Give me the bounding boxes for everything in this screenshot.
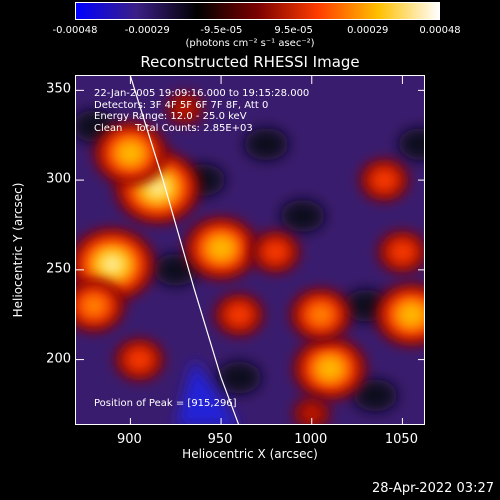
dark-region <box>398 128 424 161</box>
solar-limb-line <box>129 76 240 424</box>
x-tick-label: 1000 <box>294 432 328 447</box>
y-tick-label: 300 <box>46 171 71 187</box>
colorbar-tick-label: -0.00048 <box>52 25 98 36</box>
chart-title: Reconstructed RHESSI Image <box>140 53 360 71</box>
x-axis-label: Heliocentric X (arcsec) <box>182 447 318 461</box>
emission-blob <box>209 238 234 259</box>
peak-position-label: Position of Peak = [915,296] <box>94 398 237 409</box>
colorbar-tick-label: 0.00048 <box>419 25 461 36</box>
emission-blob <box>100 254 125 275</box>
emission-blob <box>399 304 424 325</box>
x-tick-label: 1050 <box>384 432 418 447</box>
colorbar-unit-label: (photons cm⁻² s⁻¹ asec⁻²) <box>185 38 315 49</box>
colorbar <box>75 2 440 20</box>
dark-region <box>244 128 289 161</box>
info-line-1: 22-Jan-2005 19:09:16.000 to 19:15:28.000 <box>94 88 310 99</box>
colorbar-tick-label: -0.00029 <box>124 25 170 36</box>
emission-blob <box>227 304 252 325</box>
info-line-2: Detectors: 3F 4F 5F 6F 7F 8F, Att 0 <box>94 99 269 111</box>
colorbar-tick-label: -9.5e-05 <box>200 25 243 36</box>
emission-blob <box>145 177 170 198</box>
emission-blob <box>127 349 152 370</box>
emission-blob <box>263 241 288 263</box>
emission-blob <box>372 169 397 191</box>
plot-area <box>75 75 425 425</box>
emission-blob <box>308 304 333 325</box>
x-tick-label: 950 <box>207 432 233 447</box>
off-limb-region <box>176 359 238 424</box>
x-tick-label: 900 <box>116 432 142 447</box>
colorbar-tick-label: 9.5e-05 <box>274 25 313 36</box>
colorbar-tick-label: 0.00029 <box>347 25 389 36</box>
dark-region <box>217 361 262 394</box>
info-line-4: Clean Total Counts: 2.85E+03 <box>94 122 253 134</box>
emission-blob <box>172 98 197 119</box>
dark-region <box>280 200 325 232</box>
dark-region <box>353 379 398 412</box>
heatmap <box>76 76 424 424</box>
emission-blob <box>82 295 107 316</box>
emission-blob <box>299 403 324 424</box>
y-tick-label: 250 <box>46 261 71 277</box>
y-tick-label: 350 <box>46 81 71 97</box>
y-tick-label: 200 <box>46 351 71 367</box>
info-line-3: Energy Range: 12.0 - 25.0 keV <box>94 111 247 122</box>
emission-blob <box>390 241 415 263</box>
y-axis-label: Heliocentric Y (arcsec) <box>11 182 25 318</box>
emission-blob <box>118 142 143 164</box>
footer-date: 28-Apr-2022 03:27 <box>372 481 494 496</box>
emission-blob <box>317 358 342 379</box>
